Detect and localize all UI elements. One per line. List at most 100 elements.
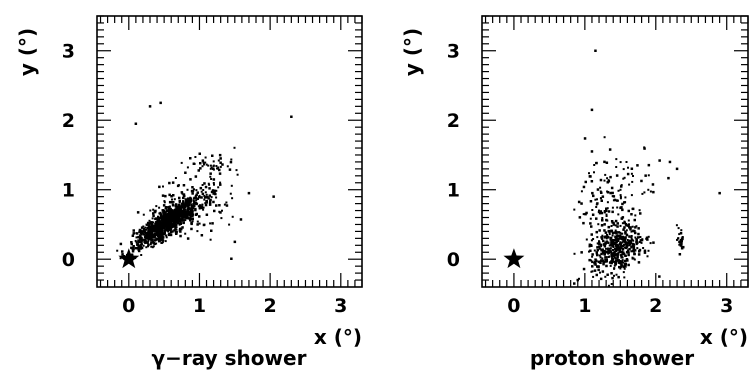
data-point <box>594 263 597 266</box>
data-point <box>189 219 192 222</box>
data-point <box>630 213 633 216</box>
data-point <box>179 227 182 230</box>
data-point <box>582 221 585 225</box>
data-point <box>603 249 606 253</box>
data-point <box>679 232 683 235</box>
data-point <box>154 218 157 221</box>
data-point <box>119 242 123 246</box>
data-point <box>201 184 204 186</box>
data-point <box>632 175 634 177</box>
data-point <box>211 154 214 157</box>
data-point <box>157 232 160 235</box>
data-point <box>191 213 195 216</box>
data-point <box>631 257 634 260</box>
data-point <box>193 188 195 191</box>
data-point <box>212 192 215 195</box>
data-point <box>185 210 188 213</box>
data-point <box>604 256 607 259</box>
data-point <box>174 177 177 179</box>
data-point <box>168 228 171 231</box>
data-point <box>159 236 162 239</box>
data-point <box>196 230 199 233</box>
data-point <box>219 157 222 160</box>
data-point <box>231 197 234 200</box>
data-point <box>620 232 623 235</box>
data-point <box>153 239 157 242</box>
data-point <box>644 174 647 177</box>
data-point <box>613 274 615 277</box>
data-point <box>182 207 186 210</box>
data-point <box>166 223 169 225</box>
data-point <box>272 195 275 198</box>
data-point <box>194 175 198 178</box>
data-point <box>165 227 168 230</box>
data-point <box>647 174 650 177</box>
data-point <box>628 243 631 247</box>
data-point <box>626 249 630 252</box>
data-point <box>142 213 145 216</box>
data-point <box>625 233 629 237</box>
data-point <box>162 212 165 215</box>
data-point <box>631 238 634 241</box>
data-point <box>138 228 142 232</box>
data-point <box>196 202 199 205</box>
data-point <box>682 245 685 249</box>
data-point <box>191 186 194 189</box>
data-point <box>591 255 594 258</box>
data-point <box>598 241 600 243</box>
data-point <box>189 207 192 210</box>
data-point <box>202 208 205 211</box>
data-point <box>194 213 198 216</box>
data-point <box>146 231 149 235</box>
data-point <box>184 200 187 203</box>
data-point <box>197 205 200 208</box>
data-point <box>132 245 135 248</box>
source-star-marker <box>503 248 525 269</box>
data-point <box>193 202 196 205</box>
data-point <box>641 192 644 195</box>
data-point <box>601 224 604 226</box>
data-point <box>165 236 168 239</box>
data-point <box>193 162 196 165</box>
data-point <box>191 189 195 193</box>
data-point <box>617 259 620 262</box>
data-point <box>595 217 598 220</box>
data-point <box>681 236 684 239</box>
data-point <box>162 220 165 223</box>
data-point <box>646 255 649 258</box>
data-point <box>649 242 652 245</box>
axis-ticks <box>482 15 749 287</box>
data-point <box>159 222 162 225</box>
data-point <box>643 249 647 252</box>
data-point <box>639 236 642 238</box>
data-point <box>195 189 198 192</box>
data-point <box>617 275 620 279</box>
data-point <box>647 249 650 252</box>
data-point <box>168 232 171 236</box>
data-point <box>181 204 184 207</box>
data-point <box>606 233 608 236</box>
data-point <box>137 246 140 250</box>
data-point <box>182 216 185 219</box>
data-point <box>190 206 194 209</box>
data-point <box>199 196 202 199</box>
data-point <box>609 230 612 233</box>
data-point <box>628 223 630 226</box>
data-point <box>194 156 197 158</box>
data-point <box>619 195 622 198</box>
data-point <box>605 265 608 267</box>
data-point <box>679 240 683 243</box>
data-point <box>616 255 619 259</box>
panel-proton: proton shower 0 1 2 3 0 1 2 3 x (°) y (°) <box>400 15 749 370</box>
data-point <box>156 234 160 238</box>
data-point <box>148 234 151 237</box>
data-point <box>596 188 600 191</box>
data-point <box>173 198 176 201</box>
data-point <box>583 137 587 140</box>
data-point <box>195 199 198 202</box>
data-point <box>610 252 613 256</box>
data-point <box>180 214 183 218</box>
data-point <box>629 240 632 244</box>
data-point <box>161 232 165 236</box>
